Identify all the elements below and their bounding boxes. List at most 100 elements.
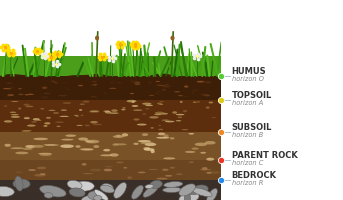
Text: horizon R: horizon R xyxy=(232,180,263,186)
Ellipse shape xyxy=(40,173,46,175)
Ellipse shape xyxy=(130,81,137,83)
Ellipse shape xyxy=(90,169,101,171)
Text: horizon O: horizon O xyxy=(232,76,263,82)
Ellipse shape xyxy=(176,173,182,175)
Ellipse shape xyxy=(53,112,59,114)
Ellipse shape xyxy=(123,167,127,169)
Ellipse shape xyxy=(158,129,163,130)
Ellipse shape xyxy=(115,143,127,145)
Ellipse shape xyxy=(174,91,180,92)
Ellipse shape xyxy=(94,84,97,85)
Ellipse shape xyxy=(159,101,164,102)
Ellipse shape xyxy=(10,112,16,113)
Ellipse shape xyxy=(189,162,194,163)
Ellipse shape xyxy=(137,124,147,126)
Ellipse shape xyxy=(164,182,183,187)
Ellipse shape xyxy=(18,88,22,89)
Text: PARENT ROCK: PARENT ROCK xyxy=(232,150,297,160)
Ellipse shape xyxy=(116,162,124,163)
Ellipse shape xyxy=(79,109,82,111)
Ellipse shape xyxy=(206,172,212,174)
Ellipse shape xyxy=(133,110,142,111)
Ellipse shape xyxy=(207,188,217,200)
Ellipse shape xyxy=(178,95,183,96)
Ellipse shape xyxy=(95,36,99,40)
Ellipse shape xyxy=(11,101,19,102)
Ellipse shape xyxy=(184,85,188,88)
Ellipse shape xyxy=(122,107,126,108)
Ellipse shape xyxy=(44,144,59,146)
Ellipse shape xyxy=(88,191,103,200)
Ellipse shape xyxy=(103,149,110,151)
Ellipse shape xyxy=(215,93,219,94)
Bar xyxy=(0,180,221,200)
Ellipse shape xyxy=(176,120,181,121)
Ellipse shape xyxy=(40,185,66,197)
Ellipse shape xyxy=(91,84,96,86)
Ellipse shape xyxy=(182,129,188,130)
Ellipse shape xyxy=(102,184,113,190)
Ellipse shape xyxy=(24,104,29,106)
Ellipse shape xyxy=(104,169,112,171)
Ellipse shape xyxy=(130,93,134,94)
Ellipse shape xyxy=(165,121,175,122)
Ellipse shape xyxy=(4,144,11,147)
Ellipse shape xyxy=(66,134,76,137)
Ellipse shape xyxy=(33,138,48,140)
Ellipse shape xyxy=(33,78,38,79)
Ellipse shape xyxy=(205,95,210,96)
Ellipse shape xyxy=(13,179,30,189)
Text: horizon B: horizon B xyxy=(232,132,263,138)
Ellipse shape xyxy=(67,180,82,189)
Ellipse shape xyxy=(55,122,64,123)
Ellipse shape xyxy=(23,130,32,131)
Ellipse shape xyxy=(10,147,24,149)
Ellipse shape xyxy=(114,182,127,198)
Ellipse shape xyxy=(59,116,69,117)
Ellipse shape xyxy=(201,94,209,96)
Ellipse shape xyxy=(113,135,124,138)
Ellipse shape xyxy=(89,111,99,113)
Ellipse shape xyxy=(143,185,158,197)
Text: horizon C: horizon C xyxy=(232,160,263,166)
Ellipse shape xyxy=(159,85,165,86)
Ellipse shape xyxy=(197,101,200,103)
Bar xyxy=(0,160,221,180)
Bar xyxy=(0,0,221,56)
Ellipse shape xyxy=(85,125,90,126)
Ellipse shape xyxy=(182,186,200,195)
Ellipse shape xyxy=(86,141,94,142)
Ellipse shape xyxy=(165,175,172,177)
Ellipse shape xyxy=(20,78,27,79)
Ellipse shape xyxy=(11,116,20,118)
Ellipse shape xyxy=(54,82,58,84)
Ellipse shape xyxy=(75,145,81,148)
Ellipse shape xyxy=(109,112,119,114)
Ellipse shape xyxy=(15,172,23,173)
Bar xyxy=(0,56,221,76)
Ellipse shape xyxy=(11,114,19,115)
Ellipse shape xyxy=(143,147,151,150)
Bar xyxy=(0,76,221,100)
Ellipse shape xyxy=(37,167,46,169)
Ellipse shape xyxy=(195,143,207,146)
Ellipse shape xyxy=(123,78,131,80)
Ellipse shape xyxy=(28,169,36,171)
Ellipse shape xyxy=(127,177,132,179)
Ellipse shape xyxy=(156,84,162,86)
Ellipse shape xyxy=(81,115,83,116)
Ellipse shape xyxy=(40,108,44,109)
Ellipse shape xyxy=(192,91,194,93)
Ellipse shape xyxy=(170,137,175,139)
Ellipse shape xyxy=(116,135,121,137)
Ellipse shape xyxy=(162,89,166,91)
Ellipse shape xyxy=(193,102,197,103)
Ellipse shape xyxy=(80,104,85,105)
Text: SOIL LAYERS: SOIL LAYERS xyxy=(230,11,339,26)
Ellipse shape xyxy=(181,96,189,97)
Ellipse shape xyxy=(39,153,52,156)
Ellipse shape xyxy=(32,145,44,148)
Ellipse shape xyxy=(149,116,159,118)
Ellipse shape xyxy=(111,109,118,112)
Ellipse shape xyxy=(158,125,161,126)
